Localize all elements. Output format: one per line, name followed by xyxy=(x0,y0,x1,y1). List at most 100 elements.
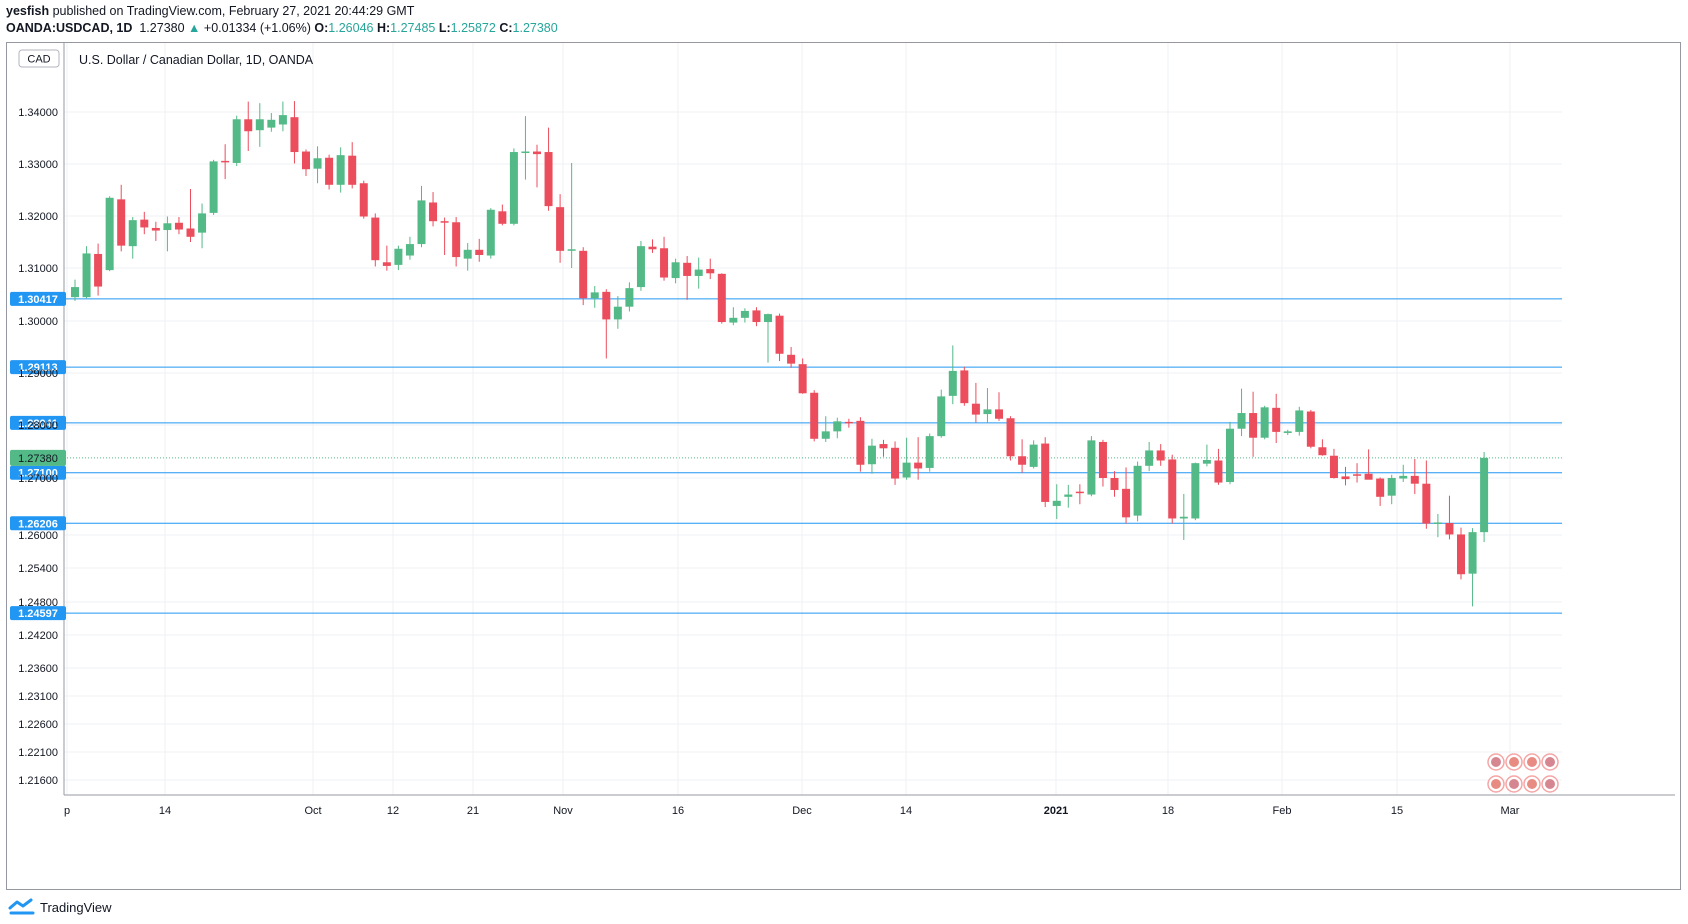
candle[interactable] xyxy=(1006,416,1015,461)
candle[interactable] xyxy=(925,433,934,472)
candle[interactable] xyxy=(971,382,980,423)
candle[interactable] xyxy=(717,273,726,324)
candle[interactable] xyxy=(1168,454,1177,524)
candle[interactable] xyxy=(671,258,680,284)
candle[interactable] xyxy=(336,147,345,193)
candle[interactable] xyxy=(440,217,449,255)
candle[interactable] xyxy=(71,279,79,301)
candle[interactable] xyxy=(625,282,634,312)
candle[interactable] xyxy=(590,286,599,308)
candle[interactable] xyxy=(1214,448,1223,485)
candle[interactable] xyxy=(1098,439,1107,487)
candle[interactable] xyxy=(1468,528,1477,607)
event-flag-icon[interactable] xyxy=(1487,775,1505,793)
candle[interactable] xyxy=(140,211,149,235)
candle[interactable] xyxy=(1457,527,1465,580)
candle[interactable] xyxy=(1052,484,1061,520)
candle[interactable] xyxy=(1018,439,1027,473)
candle[interactable] xyxy=(798,358,807,394)
candle[interactable] xyxy=(948,345,957,405)
candle[interactable] xyxy=(1133,461,1142,522)
candle[interactable] xyxy=(775,313,784,362)
candle[interactable] xyxy=(787,347,796,368)
candle[interactable] xyxy=(1110,471,1119,497)
event-flag-icon[interactable] xyxy=(1541,753,1559,771)
candle[interactable] xyxy=(556,194,565,263)
candle[interactable] xyxy=(1376,477,1385,506)
candle[interactable] xyxy=(1283,429,1292,436)
candle[interactable] xyxy=(937,389,946,438)
event-flag-icon[interactable] xyxy=(1505,753,1523,771)
candle[interactable] xyxy=(151,221,160,241)
candle[interactable] xyxy=(232,115,241,167)
candle[interactable] xyxy=(244,101,253,151)
candle[interactable] xyxy=(1318,439,1327,456)
event-flag-icon[interactable] xyxy=(1523,753,1541,771)
candle[interactable] xyxy=(302,149,310,176)
candle[interactable] xyxy=(579,247,588,306)
candle[interactable] xyxy=(1306,409,1315,449)
brand-name[interactable]: TradingView xyxy=(40,899,112,915)
candle[interactable] xyxy=(105,196,114,272)
candle[interactable] xyxy=(1260,405,1269,440)
candle[interactable] xyxy=(602,289,611,359)
candle[interactable] xyxy=(1399,464,1408,482)
candle[interactable] xyxy=(914,437,923,480)
event-flag-icon[interactable] xyxy=(1541,775,1559,793)
candle[interactable] xyxy=(278,101,287,132)
candle[interactable] xyxy=(1480,452,1489,543)
candle[interactable] xyxy=(810,390,819,442)
candle[interactable] xyxy=(740,308,749,323)
candle[interactable] xyxy=(856,417,865,472)
candle[interactable] xyxy=(533,144,541,188)
candle[interactable] xyxy=(429,192,438,227)
candle[interactable] xyxy=(1145,441,1154,472)
candle[interactable] xyxy=(255,103,264,147)
candle[interactable] xyxy=(198,203,207,249)
candle[interactable] xyxy=(394,245,403,271)
candle[interactable] xyxy=(382,245,391,271)
candle[interactable] xyxy=(186,188,195,242)
candle[interactable] xyxy=(1364,449,1373,480)
candle[interactable] xyxy=(1445,495,1454,540)
candle[interactable] xyxy=(1029,440,1038,469)
candle[interactable] xyxy=(1075,484,1084,505)
candle[interactable] xyxy=(521,116,530,180)
candle[interactable] xyxy=(221,144,230,180)
candle[interactable] xyxy=(486,208,495,259)
candle[interactable] xyxy=(648,239,657,253)
candle[interactable] xyxy=(371,213,380,267)
candle[interactable] xyxy=(1410,458,1419,494)
candle[interactable] xyxy=(660,236,669,281)
candle[interactable] xyxy=(613,296,622,329)
candle[interactable] xyxy=(891,441,900,485)
candle[interactable] xyxy=(94,243,103,296)
candle[interactable] xyxy=(879,439,888,457)
candle[interactable] xyxy=(902,437,911,480)
candle[interactable] xyxy=(867,438,876,474)
chart-frame[interactable] xyxy=(6,42,1681,890)
candle[interactable] xyxy=(1237,388,1246,437)
candle[interactable] xyxy=(567,162,576,268)
candle[interactable] xyxy=(1249,391,1258,457)
candle[interactable] xyxy=(1156,444,1165,466)
candle[interactable] xyxy=(498,204,507,226)
candle[interactable] xyxy=(359,180,368,219)
candle[interactable] xyxy=(752,307,761,327)
candle[interactable] xyxy=(267,113,276,132)
candle[interactable] xyxy=(1064,484,1073,508)
candle[interactable] xyxy=(209,159,218,215)
candle[interactable] xyxy=(405,236,414,260)
candle[interactable] xyxy=(1329,448,1338,479)
candle[interactable] xyxy=(764,313,772,363)
candle[interactable] xyxy=(348,142,357,189)
candle[interactable] xyxy=(683,256,692,300)
event-flag-icon[interactable] xyxy=(1487,753,1505,771)
candle[interactable] xyxy=(1387,474,1396,505)
candle[interactable] xyxy=(1179,493,1188,540)
candle[interactable] xyxy=(844,418,853,428)
candle[interactable] xyxy=(544,127,553,211)
candle[interactable] xyxy=(163,216,172,252)
candle[interactable] xyxy=(1433,513,1442,538)
